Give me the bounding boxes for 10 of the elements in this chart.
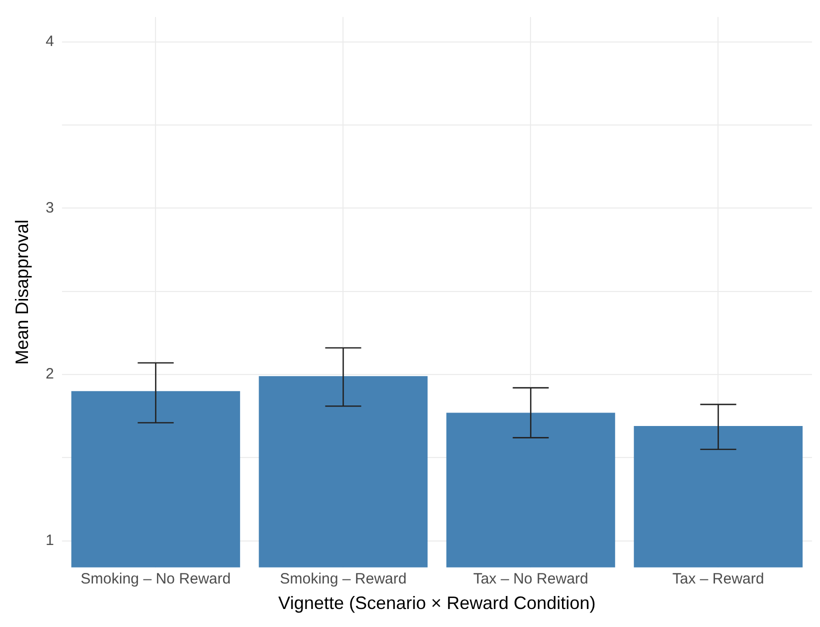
x-tick-label: Smoking – No Reward — [80, 570, 231, 588]
x-tick-label: Tax – Reward — [672, 570, 764, 588]
x-axis-title: Vignette (Scenario × Reward Condition) — [278, 593, 596, 614]
x-tick-label: Smoking – Reward — [280, 570, 407, 588]
y-tick-label: 3 — [46, 199, 54, 216]
x-tick-label: Tax – No Reward — [473, 570, 588, 588]
y-tick-label: 2 — [46, 366, 54, 383]
y-tick-label: 1 — [46, 532, 54, 549]
y-tick-label: 4 — [46, 33, 54, 50]
y-axis-title: Mean Disapproval — [12, 220, 32, 365]
